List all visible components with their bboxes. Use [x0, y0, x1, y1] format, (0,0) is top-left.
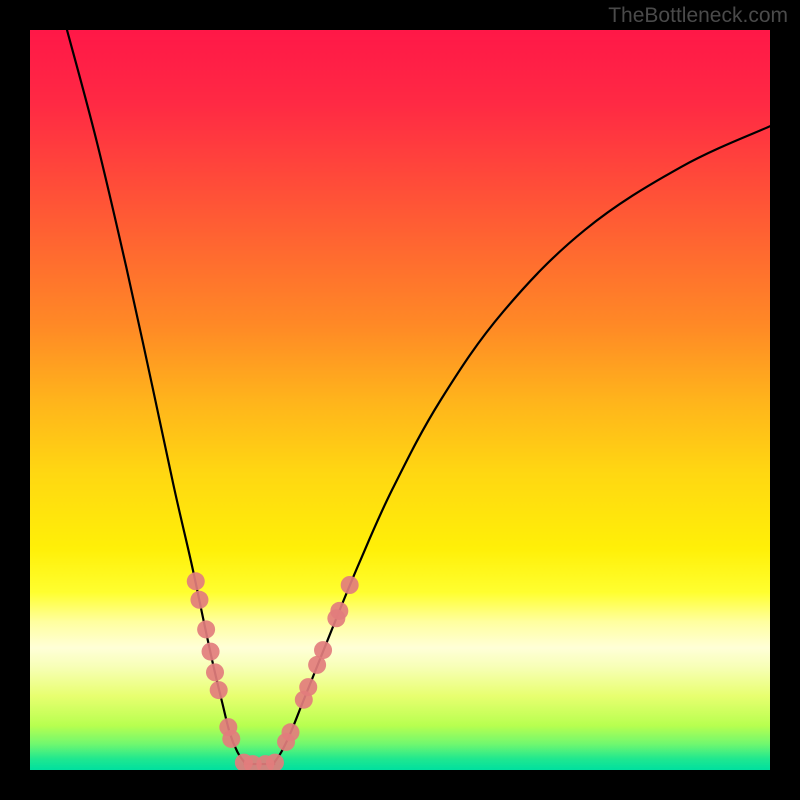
curve-overlay: [30, 30, 770, 770]
curve-right-branch: [274, 126, 770, 762]
plot-area: [30, 30, 770, 770]
marker-point: [190, 591, 208, 609]
marker-point: [197, 620, 215, 638]
marker-point: [206, 663, 224, 681]
marker-point: [222, 730, 240, 748]
marker-point: [187, 572, 205, 590]
marker-point: [314, 641, 332, 659]
marker-point: [202, 643, 220, 661]
marker-point: [210, 681, 228, 699]
marker-point: [330, 602, 348, 620]
marker-point: [281, 723, 299, 741]
marker-point: [341, 576, 359, 594]
marker-point: [299, 678, 317, 696]
watermark-text: TheBottleneck.com: [608, 4, 788, 28]
